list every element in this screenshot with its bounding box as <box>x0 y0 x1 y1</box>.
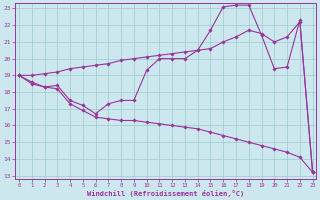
X-axis label: Windchill (Refroidissement éolien,°C): Windchill (Refroidissement éolien,°C) <box>87 190 244 197</box>
